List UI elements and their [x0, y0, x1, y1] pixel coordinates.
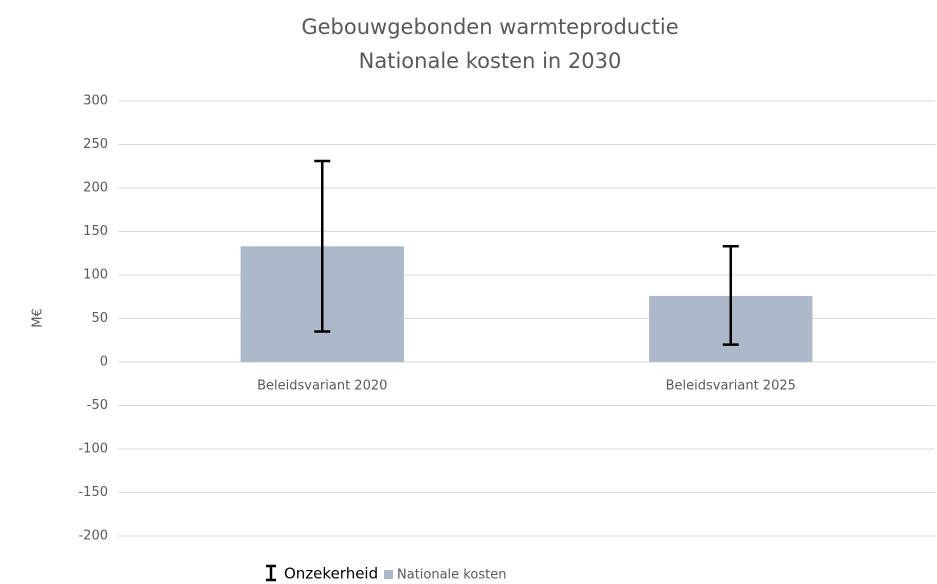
error-bar	[314, 159, 331, 333]
x-tick-label: Beleidsvariant 2020	[257, 379, 387, 394]
legend-error-icon	[266, 564, 276, 582]
y-tick-label: 300	[83, 94, 108, 109]
y-axis-label: M€	[31, 308, 46, 328]
y-tick-label: 250	[83, 137, 108, 152]
legend-label: Onzekerheid	[284, 565, 378, 583]
x-tick-label: Beleidsvariant 2025	[666, 379, 796, 394]
y-tick-label: 50	[91, 311, 108, 326]
error-bar	[722, 245, 739, 346]
legend-swatch	[384, 570, 393, 579]
legend-label: Nationale kosten	[397, 568, 506, 583]
y-tick-label: 100	[83, 268, 108, 283]
chart-title: Gebouwgebonden warmteproductie	[301, 15, 678, 39]
y-tick-label: -200	[78, 529, 108, 544]
y-tick-label: -50	[87, 398, 108, 413]
y-tick-label: -150	[78, 485, 108, 500]
y-tick-label: 150	[83, 224, 108, 239]
y-tick-label: 0	[100, 355, 108, 370]
chart-subtitle: Nationale kosten in 2030	[359, 49, 622, 73]
y-tick-label: -100	[78, 442, 108, 457]
y-tick-label: 200	[83, 181, 108, 196]
